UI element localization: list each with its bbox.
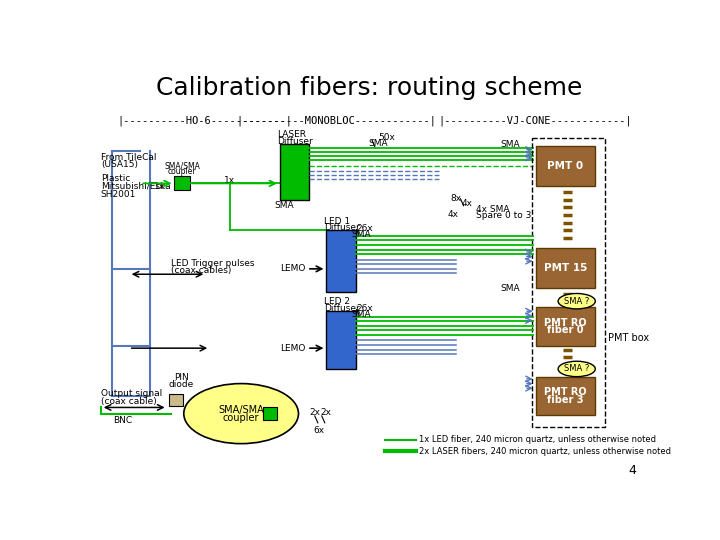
Text: |----------VJ-CONE------------|: |----------VJ-CONE------------| [438,116,631,126]
Text: fiber 0: fiber 0 [547,326,584,335]
Text: Output signal: Output signal [101,389,162,398]
Text: SMA: SMA [351,230,371,239]
Text: LEMO: LEMO [280,265,305,273]
FancyBboxPatch shape [263,408,276,420]
FancyBboxPatch shape [536,248,595,288]
Text: (coax cables): (coax cables) [171,266,232,275]
FancyBboxPatch shape [280,144,310,200]
Ellipse shape [558,361,595,377]
Text: 1x: 1x [224,176,235,185]
Text: PMT RO: PMT RO [544,318,587,328]
Text: Spare 0 to 3: Spare 0 to 3 [476,211,531,220]
Text: 4x: 4x [461,199,472,208]
Text: Diffuser: Diffuser [324,303,360,313]
Text: 26x: 26x [356,303,374,313]
FancyBboxPatch shape [326,231,356,292]
Text: diode: diode [168,380,194,389]
Text: 2x LASER fibers, 240 micron quartz, unless otherwise noted: 2x LASER fibers, 240 micron quartz, unle… [418,447,670,456]
Text: 6x: 6x [314,426,325,435]
Text: LED 2: LED 2 [324,298,350,307]
Text: SMA: SMA [500,284,520,293]
FancyBboxPatch shape [536,307,595,346]
Text: coupler: coupler [168,167,197,177]
Text: Plastic: Plastic [101,174,130,183]
Text: 4x SMA: 4x SMA [476,205,510,214]
Text: |----------HO-6------------|: |----------HO-6------------| [117,116,292,126]
FancyBboxPatch shape [536,146,595,186]
Text: Diffuser: Diffuser [277,137,313,146]
Ellipse shape [184,383,299,444]
Text: SMA: SMA [500,140,520,149]
Text: fiber 3: fiber 3 [547,395,584,405]
Text: Calibration fibers: routing scheme: Calibration fibers: routing scheme [156,76,582,100]
Text: 2x: 2x [320,408,331,416]
Text: 4x: 4x [447,211,458,219]
FancyBboxPatch shape [326,311,356,369]
FancyBboxPatch shape [536,377,595,415]
Text: LED Trigger pulses: LED Trigger pulses [171,259,255,268]
Text: 1x: 1x [154,182,166,191]
Text: |----------MONOBLOC------------|: |----------MONOBLOC------------| [236,116,436,126]
Text: SH2001: SH2001 [101,190,136,199]
Text: PIN: PIN [174,373,189,382]
Text: SMA: SMA [351,310,371,319]
Text: 8x: 8x [450,193,462,202]
Text: 2x: 2x [310,408,320,416]
Text: (USA15): (USA15) [101,160,138,170]
Text: (coax cable): (coax cable) [101,397,157,406]
Text: coupler: coupler [223,413,259,423]
Text: 1x LED fiber, 240 micron quartz, unless otherwise noted: 1x LED fiber, 240 micron quartz, unless … [418,435,656,444]
Text: SMA: SMA [275,201,294,210]
Text: LEMO: LEMO [280,343,305,353]
Text: LED 1: LED 1 [324,217,350,226]
Text: SMA: SMA [369,139,388,148]
Text: BNC: BNC [113,416,132,425]
Text: SMA ?: SMA ? [564,296,590,306]
Text: PMT 15: PMT 15 [544,263,587,273]
Text: 50x: 50x [379,133,395,141]
Text: PMT RO: PMT RO [544,387,587,397]
Text: SMA/SMA: SMA/SMA [218,405,264,415]
Text: PMT box: PMT box [608,333,649,343]
FancyBboxPatch shape [169,394,183,406]
FancyBboxPatch shape [174,177,190,190]
Text: Diffuser: Diffuser [324,223,360,232]
Text: From TileCal: From TileCal [101,153,156,161]
Ellipse shape [558,294,595,309]
Text: Mitsubishi/Eska: Mitsubishi/Eska [101,182,171,191]
Text: PMT 0: PMT 0 [547,161,583,171]
Text: 4: 4 [629,464,636,477]
Text: SMA ?: SMA ? [564,364,590,374]
Text: 26x: 26x [356,224,374,233]
Text: SMA/SMA: SMA/SMA [164,161,200,170]
Text: LASER: LASER [277,130,307,139]
